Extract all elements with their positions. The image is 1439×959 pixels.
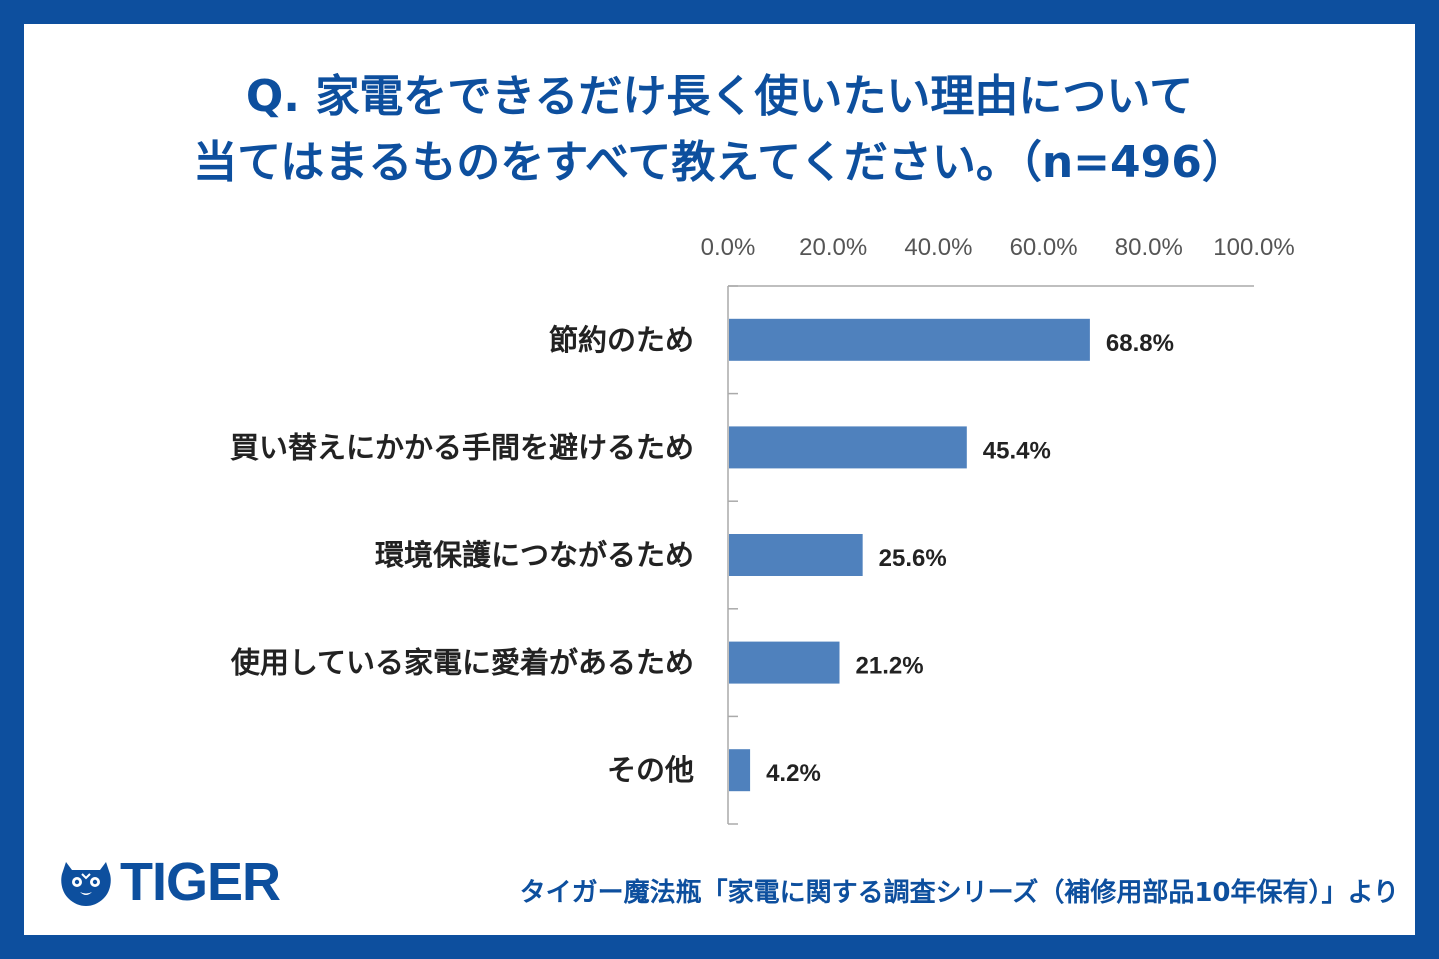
tiger-face-icon [61, 862, 111, 906]
category-label: 環境保護につながるため [375, 538, 694, 572]
category-label: 買い替えにかかる手間を避けるため [230, 430, 694, 464]
bar [729, 749, 751, 792]
bar [729, 318, 1090, 361]
bar [729, 641, 840, 684]
category-label: その他 [607, 753, 694, 787]
bar [729, 534, 863, 576]
source-note: タイガー魔法瓶「家電に関する調査シリーズ（補修用部品10年保有）」より [519, 878, 1399, 908]
x-tick-label: 100.0% [1213, 234, 1294, 261]
x-tick-label: 20.0% [799, 234, 867, 261]
chart-title-line2: 当てはまるものをすべて教えてください。（n=496） [193, 137, 1246, 188]
data-label: 4.2% [766, 760, 821, 787]
tiger-logo: TIGER [58, 852, 281, 912]
logo-text: TIGER [120, 852, 281, 912]
chart-title-line1: Q. 家電をできるだけ長く使いたい理由について [245, 71, 1194, 122]
data-label: 21.2% [856, 653, 924, 680]
x-tick-label: 80.0% [1115, 234, 1183, 261]
x-tick-label: 60.0% [1010, 234, 1078, 261]
category-label: 節約のため [549, 323, 694, 357]
data-label: 45.4% [983, 437, 1051, 464]
data-label: 68.8% [1106, 330, 1174, 357]
bar [729, 426, 967, 469]
x-tick-label: 0.0% [701, 234, 756, 261]
category-label: 使用している家電に愛着があるため [230, 646, 694, 680]
data-label: 25.6% [879, 545, 947, 572]
x-tick-label: 40.0% [904, 234, 972, 261]
